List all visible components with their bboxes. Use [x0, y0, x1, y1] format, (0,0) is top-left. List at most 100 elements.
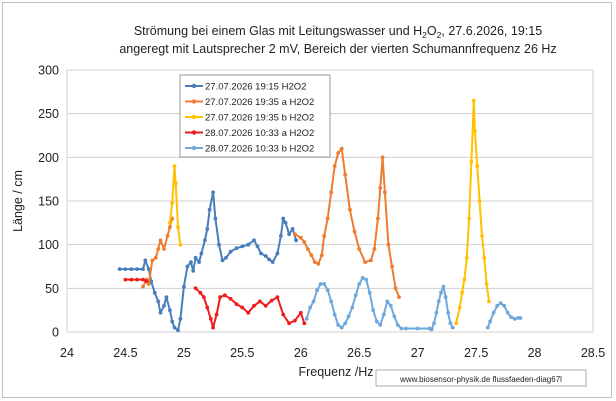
data-point — [146, 282, 151, 286]
data-point — [281, 312, 286, 317]
data-point — [143, 258, 148, 263]
data-point — [213, 216, 218, 221]
data-point — [203, 238, 207, 243]
data-point — [475, 164, 480, 169]
data-point — [404, 326, 408, 331]
data-point — [205, 227, 210, 231]
data-point — [123, 277, 128, 282]
legend-entry: 27.07.2026 19:35 a H2O2 — [185, 97, 314, 108]
data-point — [302, 321, 307, 326]
y-tick-label: 50 — [45, 282, 59, 296]
data-point — [275, 251, 280, 256]
x-tick-label: 26.5 — [347, 346, 371, 360]
data-point — [518, 316, 523, 320]
data-point — [399, 326, 404, 331]
data-point — [293, 318, 297, 323]
data-point — [141, 284, 145, 289]
watermark: www.biosensor-physik.de flussfaeden-diag… — [375, 369, 587, 387]
data-point — [446, 310, 450, 315]
data-point — [240, 244, 245, 249]
data-point — [123, 267, 128, 271]
data-point — [287, 321, 291, 326]
data-point — [505, 310, 510, 315]
x-tick-label: 26 — [294, 346, 308, 360]
series-3 — [168, 98, 491, 326]
data-point — [488, 319, 492, 324]
data-point — [165, 234, 170, 238]
data-point — [339, 325, 344, 330]
data-point — [222, 293, 227, 298]
data-point — [363, 260, 367, 264]
x-tick-label: 24.5 — [113, 346, 137, 360]
data-point — [319, 253, 324, 257]
plot-area — [66, 69, 594, 333]
legend: 27.07.2026 19:15 H2O2 27.07.2026 19:35 a … — [179, 74, 331, 158]
y-tick-label: 200 — [38, 151, 59, 165]
data-point — [311, 299, 316, 304]
data-point — [146, 267, 151, 271]
data-point — [457, 305, 462, 310]
data-point — [376, 216, 380, 221]
data-point — [185, 264, 190, 269]
data-point — [378, 323, 383, 327]
legend-swatch-marker — [191, 99, 197, 104]
x-tick-label: 28 — [528, 346, 542, 360]
data-point — [252, 303, 256, 308]
data-point — [197, 260, 202, 264]
data-point — [386, 242, 391, 247]
data-point — [298, 310, 303, 315]
data-point — [469, 159, 474, 164]
series-5 — [304, 276, 523, 332]
data-point — [224, 255, 228, 260]
data-point — [189, 260, 193, 264]
data-point — [211, 190, 216, 195]
legend-swatch-marker — [191, 130, 197, 135]
data-point — [258, 299, 262, 304]
data-point — [512, 317, 517, 321]
chart-title-line2: angeregt mit Lautsprecher 2 mV, Bereich … — [119, 42, 556, 56]
data-point — [170, 319, 175, 324]
data-point — [170, 200, 175, 205]
data-point — [360, 276, 365, 280]
data-point — [369, 258, 373, 263]
data-point — [150, 258, 155, 263]
data-point — [129, 267, 134, 271]
chart-title-line1: Strömung bei einem Glas mit Leitungswass… — [134, 24, 542, 40]
data-point — [176, 328, 180, 333]
data-point — [371, 308, 376, 313]
data-point — [129, 277, 134, 282]
data-point — [415, 326, 420, 331]
data-point — [199, 251, 204, 256]
legend-label: 28.07.2026 10:33 a H2O2 — [205, 128, 314, 139]
legend-label: 27.07.2026 19:35 b H2O2 — [205, 113, 314, 124]
data-point — [304, 317, 309, 321]
data-point — [263, 303, 268, 308]
data-point — [269, 298, 274, 303]
legend-swatch-marker — [191, 145, 197, 151]
data-point — [302, 240, 307, 244]
data-point — [441, 284, 446, 289]
series-layer — [117, 98, 523, 333]
data-point — [270, 260, 275, 264]
data-point — [434, 310, 439, 315]
data-point — [191, 269, 196, 273]
data-point — [454, 321, 459, 326]
data-point — [374, 319, 379, 324]
data-point — [491, 310, 496, 315]
data-point — [308, 305, 312, 310]
data-point — [281, 216, 286, 221]
data-point — [176, 225, 180, 230]
data-point — [168, 225, 172, 230]
data-point — [208, 317, 213, 321]
legend-swatch-marker — [191, 83, 197, 89]
data-point — [158, 310, 163, 315]
data-point — [207, 207, 212, 212]
data-point — [228, 296, 233, 301]
data-point — [309, 253, 314, 257]
data-point — [473, 129, 477, 134]
data-point — [460, 290, 464, 295]
data-point — [392, 314, 397, 319]
data-point — [255, 244, 260, 249]
series-2 — [141, 146, 401, 299]
tick-labels: 0 50 100 150 200 250 300 24 24.5 25 25.5 26 26.5 27 27… — [38, 64, 605, 361]
